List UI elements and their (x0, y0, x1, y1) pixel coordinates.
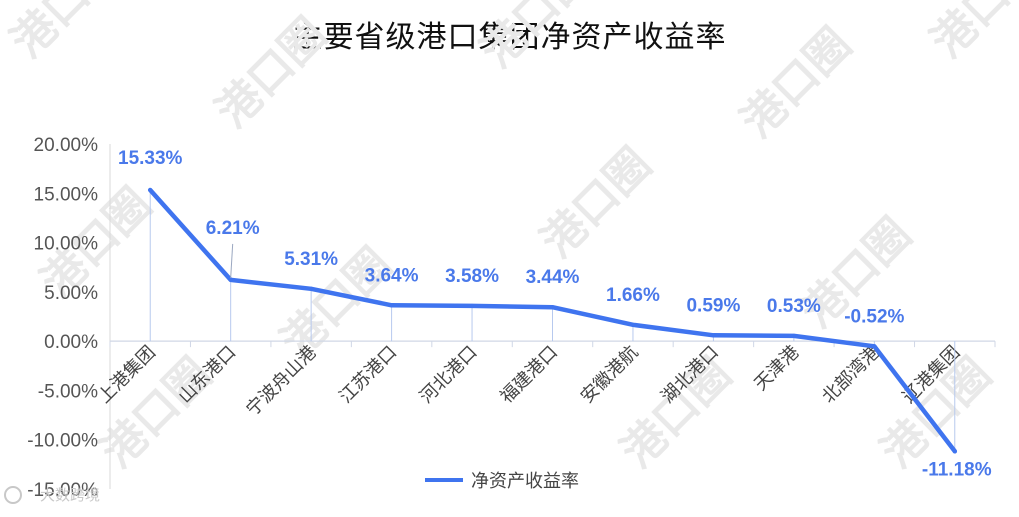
data-point (470, 303, 475, 308)
drop-lines (149, 190, 956, 452)
y-tick-label: 10.00% (34, 234, 99, 255)
data-label: -0.52% (844, 306, 904, 327)
data-point (228, 277, 233, 282)
data-label: 0.53% (767, 296, 821, 317)
data-label: 15.33% (118, 148, 183, 169)
watermark-text: 港口圈 (207, 8, 336, 137)
data-label: 1.66% (606, 285, 660, 306)
watermark-text: 港口圈 (922, 0, 1019, 68)
legend-swatch (425, 478, 463, 482)
y-tick-label: -10.00% (27, 431, 98, 452)
y-tick-label: 15.00% (34, 184, 99, 205)
logo-icon (4, 485, 22, 504)
y-tick-label: -15.00% (27, 480, 98, 501)
data-label: 3.44% (526, 267, 580, 288)
x-tick-label: 天津港 (750, 342, 803, 395)
legend: 净资产收益率 (425, 467, 579, 493)
data-labels: 15.33% 6.21% 5.31% 3.64% 3.58% 3.44% 1.66% 0.59… (118, 148, 992, 480)
data-label: -11.18% (922, 459, 992, 480)
x-tick-label: 河北港口 (416, 342, 482, 408)
data-label: 0.59% (686, 295, 740, 316)
x-tick-label: 江苏港口 (335, 342, 401, 408)
x-tick-label: 宁波舟山港 (242, 342, 320, 420)
y-tick-label: -5.00% (38, 381, 98, 402)
data-label: 3.64% (365, 265, 419, 286)
watermark-text: 港口圈 (732, 18, 861, 147)
data-point (309, 286, 314, 291)
y-tick-label: 5.00% (44, 283, 98, 304)
data-point (389, 303, 394, 308)
data-label: 5.31% (284, 249, 338, 270)
data-label: 3.58% (445, 266, 499, 287)
data-point (630, 322, 635, 327)
y-tick-label: 20.00% (34, 135, 99, 156)
data-point (550, 305, 555, 310)
x-tick-label: 安徽港航 (577, 342, 643, 408)
data-point (711, 333, 716, 338)
data-point (148, 188, 153, 193)
watermark-text: 港口圈 (472, 0, 601, 78)
footer-text: 大数跨境 (40, 486, 101, 504)
x-tick-label: 福建港口 (496, 342, 562, 408)
watermark-text: 港口圈 (532, 138, 661, 267)
data-point (952, 449, 957, 454)
series-layer (147, 187, 958, 454)
x-tick-label: 北部湾港 (818, 342, 884, 408)
label-leader-line (230, 243, 234, 278)
legend-label: 净资产收益率 (471, 471, 579, 492)
watermark-text: 港口圈 (2, 0, 131, 68)
data-point (872, 344, 877, 349)
y-tick-label: 0.00% (44, 332, 98, 353)
footer-logo: 大数跨境 (4, 484, 100, 505)
chart-title: 主要省级港口集团净资产收益率 (292, 20, 727, 55)
data-point (791, 333, 796, 338)
data-label: 6.21% (206, 218, 260, 239)
